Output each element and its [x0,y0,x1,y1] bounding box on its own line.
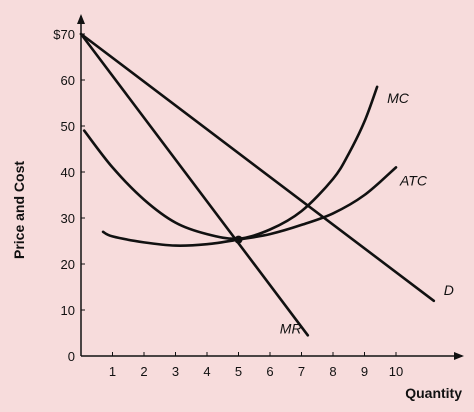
curve-label-atc: ATC [399,172,428,188]
curve-labels: D MR MC ATC [280,90,454,336]
series-line-mr [79,32,310,337]
series-line-d [79,32,436,303]
curve-label-mr: MR [280,320,302,336]
x-axis-title: Quantity [405,385,462,401]
intersection-point [234,235,243,244]
x-tick-label: 9 [361,364,368,379]
y-tick-label: 20 [61,257,75,272]
x-tick-label: 8 [329,364,336,379]
y-tick-label: $70 [53,27,75,42]
y-tick-label: 10 [61,303,75,318]
y-tick-label: 60 [61,73,75,88]
series-lines [79,32,436,337]
x-tick-label: 5 [235,364,242,379]
series-line-atc [101,166,398,247]
x-tick-label: 4 [203,364,210,379]
ticks: 1 2 3 4 5 6 7 8 9 10 0 10 20 30 40 50 60 $70 [53,27,403,379]
y-tick-label: 50 [61,119,75,134]
x-tick-label: 10 [389,364,403,379]
curve-label-mc: MC [387,90,410,106]
series-line-mc [82,85,379,241]
x-tick-label: 6 [266,364,273,379]
y-tick-label: 0 [68,349,75,364]
x-tick-label: 3 [172,364,179,379]
x-tick-label: 2 [140,364,147,379]
curve-label-d: D [444,282,454,298]
x-tick-label: 7 [298,364,305,379]
y-tick-label: 40 [61,165,75,180]
x-axis-arrow [454,352,464,360]
y-axis-arrow [77,14,85,24]
x-tick-label: 1 [109,364,116,379]
y-tick-label: 30 [61,211,75,226]
y-axis-title: Price and Cost [11,161,27,259]
